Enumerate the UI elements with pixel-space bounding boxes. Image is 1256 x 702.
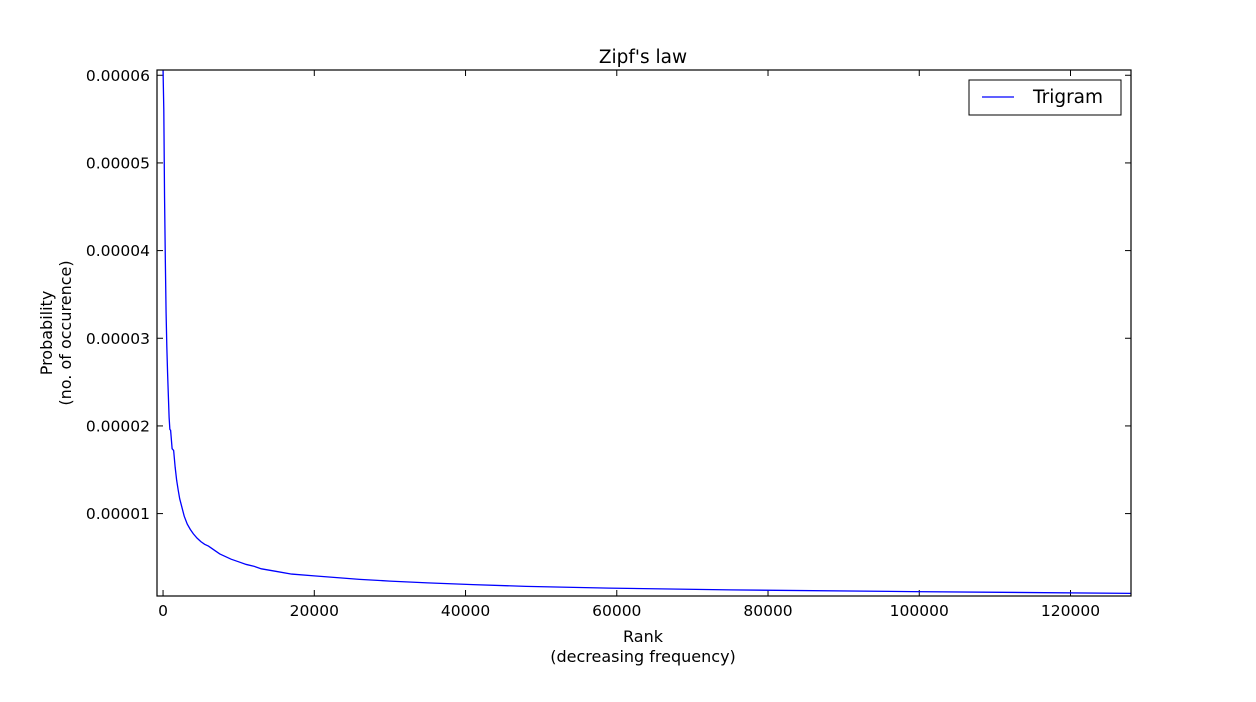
y-tick-label: 0.00006 xyxy=(86,67,150,85)
chart-title: Zipf's law xyxy=(599,47,687,68)
y-axis-ticks: 0.00001 0.00002 0.00003 0.00004 0.00005 0.000… xyxy=(86,67,1131,523)
y-tick-label: 0.00002 xyxy=(86,417,150,435)
x-tick-label: 40000 xyxy=(441,602,490,620)
x-tick-label: 100000 xyxy=(890,602,949,620)
x-tick-label: 120000 xyxy=(1041,602,1100,620)
x-axis-sublabel: (decreasing frequency) xyxy=(550,647,736,666)
legend-label-trigram: Trigram xyxy=(1032,87,1103,108)
plot-frame xyxy=(156,69,1132,597)
y-tick-label: 0.00003 xyxy=(86,330,150,348)
x-tick-label: 0 xyxy=(158,602,168,620)
series-line-trigram xyxy=(162,69,1132,595)
y-axis-sublabel: (no. of occurence) xyxy=(56,260,75,405)
x-axis-ticks: 0 20000 40000 60000 80000 100000 120000 xyxy=(158,70,1100,620)
y-tick-label: 0.00004 xyxy=(86,242,150,260)
y-tick-label: 0.00001 xyxy=(86,505,150,523)
y-tick-label: 0.00005 xyxy=(86,154,150,172)
x-tick-label: 20000 xyxy=(290,602,339,620)
x-tick-label: 80000 xyxy=(743,602,792,620)
plot-area xyxy=(162,69,1132,595)
x-axis-label: Rank xyxy=(623,627,664,646)
legend: Trigram xyxy=(968,79,1122,116)
y-axis-label: Probability xyxy=(37,291,56,376)
x-tick-label: 60000 xyxy=(592,602,641,620)
